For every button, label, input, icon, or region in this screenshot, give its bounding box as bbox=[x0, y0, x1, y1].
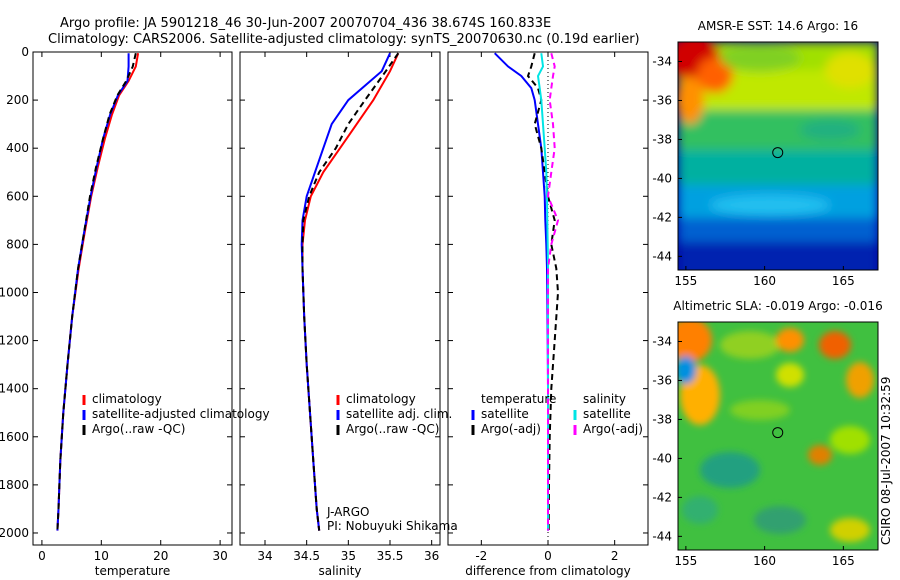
sst-ytick-label: -40 bbox=[652, 171, 672, 185]
salinity-legend-label: Argo(..raw -QC) bbox=[346, 422, 439, 436]
salinity-series-line bbox=[300, 52, 391, 531]
sla-map-title: Altimetric SLA: -0.019 Argo: -0.016 bbox=[673, 299, 882, 313]
difference-series-line bbox=[526, 52, 560, 531]
depth-tick-label: 1800 bbox=[0, 478, 29, 492]
sla-ytick-label: -40 bbox=[652, 451, 672, 465]
sst-ytick-label: -34 bbox=[652, 54, 672, 68]
temperature-xtick-label: 30 bbox=[212, 549, 227, 563]
sla-xtick-label: 160 bbox=[753, 554, 776, 568]
sst-ytick-label: -36 bbox=[652, 93, 672, 107]
difference-legend-label: Argo(-adj) bbox=[481, 422, 541, 436]
sla-ytick-label: -44 bbox=[652, 529, 672, 543]
difference-legend-label: satellite bbox=[583, 407, 631, 421]
sst-map-frame bbox=[677, 41, 879, 271]
salinity-plot-frame bbox=[239, 51, 441, 546]
depth-tick-label: 1600 bbox=[0, 430, 29, 444]
sst-float-position-marker bbox=[772, 147, 784, 159]
temperature-plot-frame bbox=[32, 51, 233, 546]
sla-xtick-label: 165 bbox=[832, 554, 855, 568]
depth-tick-label: 800 bbox=[6, 237, 29, 251]
difference-series-line bbox=[546, 52, 560, 531]
sla-xtick-label: 155 bbox=[674, 554, 697, 568]
side-label: CSIRO 08-Jul-2007 10:32:59 bbox=[879, 377, 893, 545]
depth-tick-label: 2000 bbox=[0, 526, 29, 540]
temperature-series-line bbox=[56, 52, 137, 531]
difference-series-line bbox=[536, 53, 549, 531]
temperature-series-line bbox=[56, 53, 140, 531]
temperature-legend-label: satellite-adjusted climatology bbox=[92, 407, 270, 421]
sst-xtick-label: 160 bbox=[753, 274, 776, 288]
temperature-xtick-label: 20 bbox=[153, 549, 168, 563]
difference-legend-label: satellite bbox=[481, 407, 529, 421]
header-line-2: Climatology: CARS2006. Satellite-adjuste… bbox=[48, 32, 640, 47]
header-line-1: Argo profile: JA 5901218_46 30-Jun-2007 … bbox=[60, 16, 551, 31]
difference-legend-header: temperature bbox=[481, 392, 556, 406]
depth-tick-label: 1200 bbox=[0, 334, 29, 348]
salinity-xtick-label: 35.5 bbox=[377, 549, 404, 563]
sla-map-frame bbox=[677, 321, 879, 551]
difference-xtick-label: 0 bbox=[544, 549, 552, 563]
difference-legend-label: Argo(-adj) bbox=[583, 422, 643, 436]
sla-ytick-label: -34 bbox=[652, 334, 672, 348]
salinity-annotation: PI: Nobuyuki Shikama bbox=[327, 519, 458, 533]
temperature-legend-label: climatology bbox=[92, 392, 162, 406]
depth-tick-label: 600 bbox=[6, 189, 29, 203]
difference-series-line bbox=[493, 52, 549, 531]
temperature-xtick-label: 10 bbox=[94, 549, 109, 563]
salinity-series-line bbox=[301, 52, 400, 531]
difference-xtick-label: -2 bbox=[475, 549, 487, 563]
temperature-xlabel: temperature bbox=[95, 564, 170, 578]
depth-tick-label: 0 bbox=[21, 45, 29, 59]
sla-ytick-label: -38 bbox=[652, 412, 672, 426]
sst-ytick-label: -44 bbox=[652, 249, 672, 263]
sla-float-position-marker bbox=[772, 427, 784, 439]
difference-legend-header: salinity bbox=[583, 392, 626, 406]
salinity-legend-label: satellite adj. clim. bbox=[346, 407, 452, 421]
salinity-annotation: J-ARGO bbox=[326, 505, 369, 519]
salinity-xlabel: salinity bbox=[318, 564, 361, 578]
depth-tick-label: 1000 bbox=[0, 285, 29, 299]
salinity-xtick-label: 34.5 bbox=[293, 549, 320, 563]
temperature-legend-label: Argo(..raw -QC) bbox=[92, 422, 185, 436]
difference-xlabel: difference from climatology bbox=[465, 564, 631, 578]
sst-xtick-label: 165 bbox=[832, 274, 855, 288]
sla-ytick-label: -42 bbox=[652, 490, 672, 504]
salinity-xtick-label: 34 bbox=[257, 549, 272, 563]
sst-ytick-label: -38 bbox=[652, 132, 672, 146]
sla-map-field bbox=[678, 322, 878, 550]
depth-tick-label: 1400 bbox=[0, 382, 29, 396]
sst-map-field bbox=[678, 42, 878, 270]
salinity-xtick-label: 36 bbox=[424, 549, 439, 563]
temperature-series-line bbox=[56, 53, 130, 531]
sst-xtick-label: 155 bbox=[674, 274, 697, 288]
sst-ytick-label: -42 bbox=[652, 210, 672, 224]
salinity-legend-label: climatology bbox=[346, 392, 416, 406]
sla-ytick-label: -36 bbox=[652, 373, 672, 387]
depth-tick-label: 200 bbox=[6, 93, 29, 107]
sst-map-title: AMSR-E SST: 14.6 Argo: 16 bbox=[698, 19, 858, 33]
depth-tick-label: 400 bbox=[6, 141, 29, 155]
difference-xtick-label: 2 bbox=[611, 549, 619, 563]
salinity-series-line bbox=[301, 52, 400, 531]
salinity-xtick-label: 35 bbox=[341, 549, 356, 563]
temperature-xtick-label: 0 bbox=[38, 549, 46, 563]
